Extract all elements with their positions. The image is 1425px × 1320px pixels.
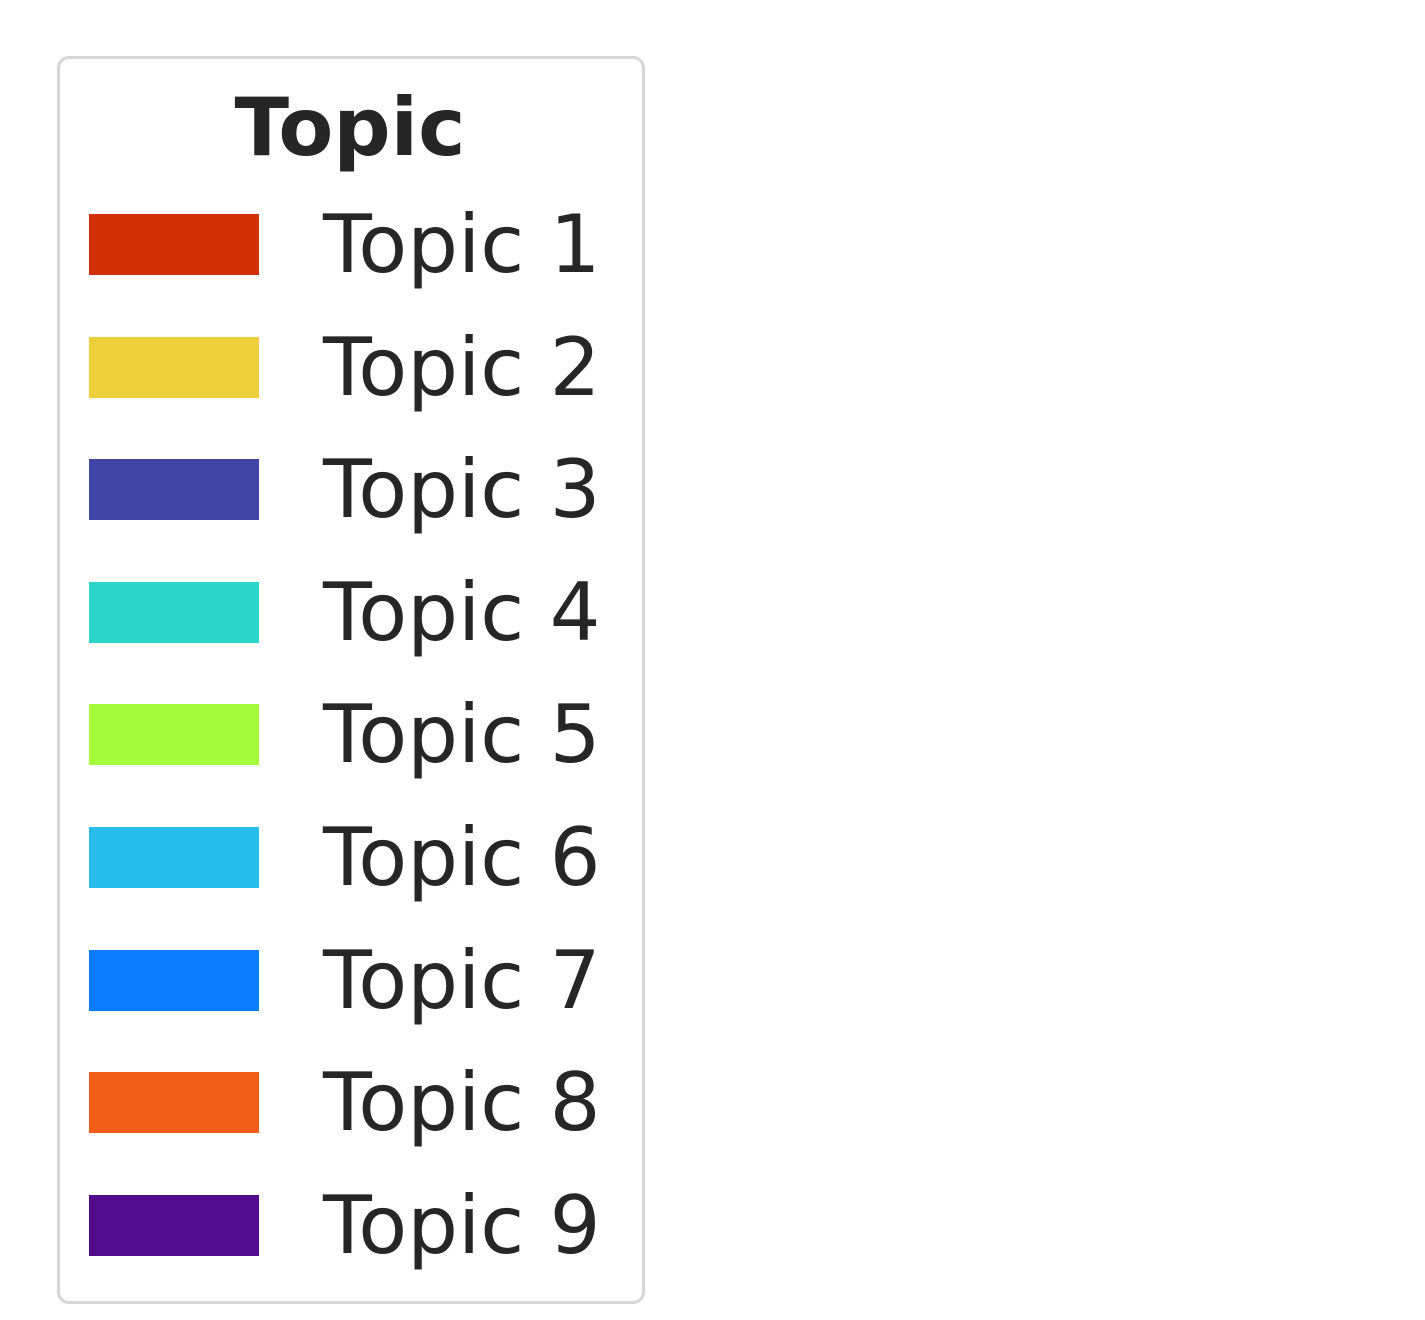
legend-label: Topic 1 [323, 198, 601, 291]
legend-label: Topic 9 [323, 1179, 601, 1272]
legend-entry: Topic 2 [89, 321, 649, 414]
legend-swatch [89, 1072, 259, 1133]
legend-entry: Topic 7 [89, 934, 649, 1027]
legend-entry: Topic 4 [89, 566, 649, 659]
legend-entry: Topic 3 [89, 443, 649, 536]
legend-label: Topic 2 [323, 321, 601, 414]
legend-title: Topic [234, 81, 466, 174]
legend-swatch [89, 582, 259, 643]
legend-swatch [89, 459, 259, 520]
legend-entry: Topic 6 [89, 811, 649, 904]
legend-swatch [89, 950, 259, 1011]
legend-label: Topic 3 [323, 443, 601, 536]
legend-entry: Topic 8 [89, 1056, 649, 1149]
legend-swatch [89, 827, 259, 888]
legend-swatch [89, 337, 259, 398]
legend-entry: Topic 9 [89, 1179, 649, 1272]
legend-label: Topic 4 [323, 566, 601, 659]
legend-label: Topic 5 [323, 688, 601, 781]
legend-entry: Topic 5 [89, 688, 649, 781]
legend-label: Topic 8 [323, 1056, 601, 1149]
legend-label: Topic 6 [323, 811, 601, 904]
legend-entry: Topic 1 [89, 198, 649, 291]
legend-swatch [89, 214, 259, 275]
legend-label: Topic 7 [323, 934, 601, 1027]
legend-swatch [89, 1195, 259, 1256]
legend-swatch [89, 704, 259, 765]
